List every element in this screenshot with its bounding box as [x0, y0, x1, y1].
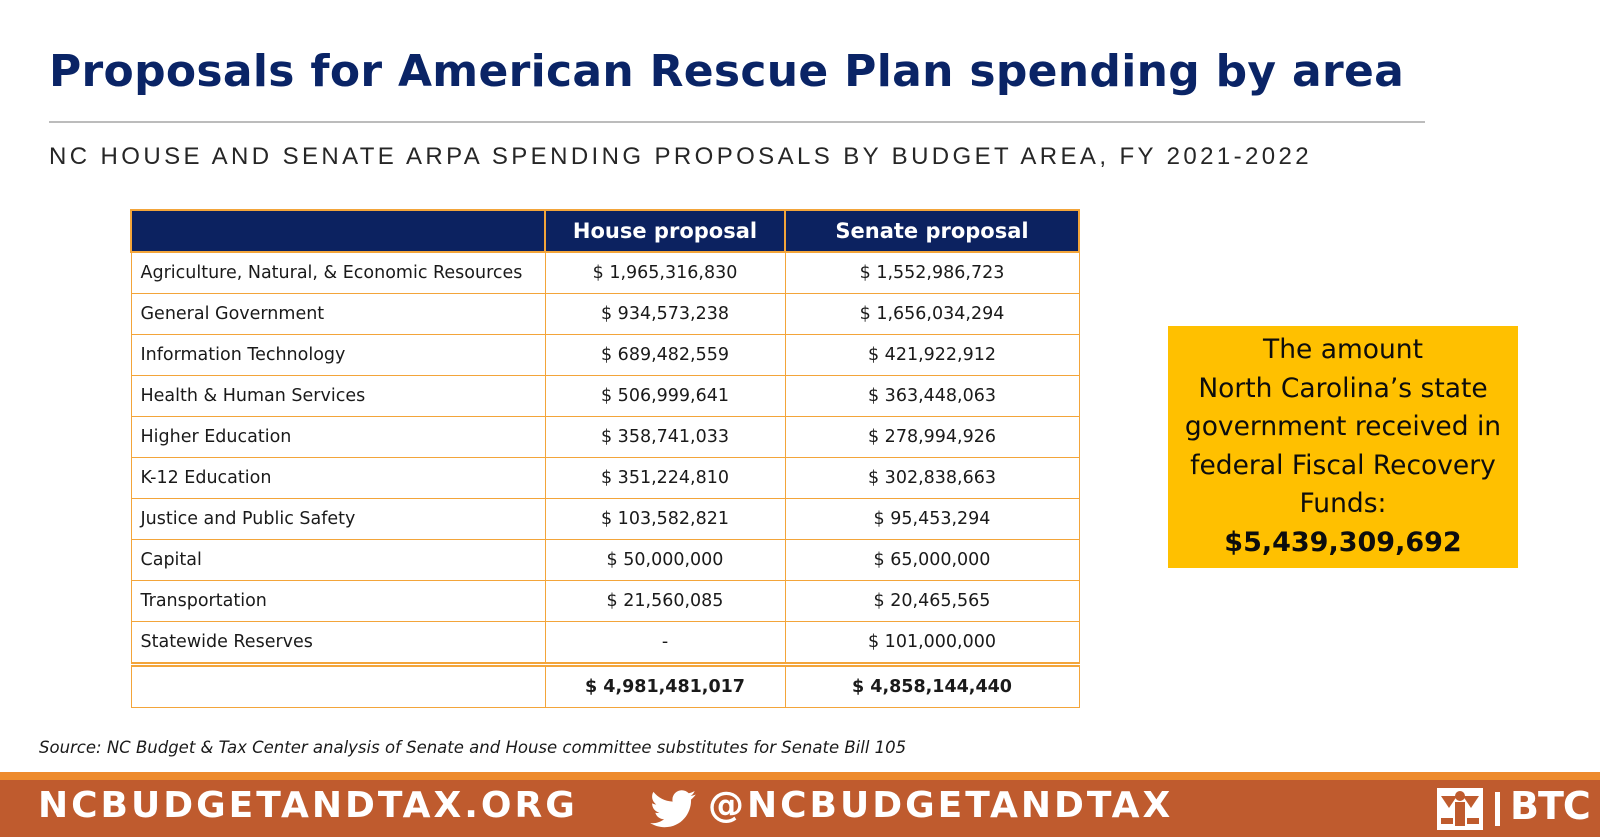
row-house: $ 934,573,238 — [544, 293, 786, 335]
btc-logo-text: BTC — [1510, 784, 1591, 828]
btc-logo-mark-icon — [1437, 788, 1483, 830]
twitter-bird-icon — [650, 790, 696, 828]
callout-line: government received in — [1184, 411, 1502, 442]
row-area: K-12 Education — [130, 457, 546, 499]
callout-amount: $5,439,309,692 — [1224, 526, 1462, 558]
header-senate: Senate proposal — [784, 209, 1080, 253]
total-senate: $ 4,858,144,440 — [784, 662, 1080, 708]
row-area: Health & Human Services — [130, 375, 546, 417]
row-house: $ 506,999,641 — [544, 375, 786, 417]
row-area: Justice and Public Safety — [130, 498, 546, 540]
title-divider — [49, 121, 1425, 123]
row-house: $ 358,741,033 — [544, 416, 786, 458]
row-area: Transportation — [130, 580, 546, 622]
row-senate: $ 1,656,034,294 — [784, 293, 1080, 335]
row-senate: $ 363,448,063 — [784, 375, 1080, 417]
recovery-funds-callout: The amount North Carolina’s state govern… — [1168, 326, 1518, 568]
table-row: Information Technology $ 689,482,559 $ 4… — [130, 334, 1080, 376]
row-senate: $ 101,000,000 — [784, 621, 1080, 665]
table-total-row: $ 4,981,481,017 $ 4,858,144,440 — [130, 662, 1080, 708]
row-senate: $ 95,453,294 — [784, 498, 1080, 540]
row-house: $ 103,582,821 — [544, 498, 786, 540]
footer-twitter-handle[interactable]: @NCBUDGETANDTAX — [708, 785, 1174, 826]
spending-table: House proposal Senate proposal Agricultu… — [130, 209, 1080, 708]
total-area — [130, 662, 546, 708]
footer-bar: NCBUDGETANDTAX.ORG @NCBUDGETANDTAX BTC — [0, 780, 1600, 837]
table-row: Transportation $ 21,560,085 $ 20,465,565 — [130, 580, 1080, 622]
row-senate: $ 20,465,565 — [784, 580, 1080, 622]
row-house: $ 50,000,000 — [544, 539, 786, 581]
table-row: General Government $ 934,573,238 $ 1,656… — [130, 293, 1080, 335]
callout-line: The amount — [1263, 334, 1423, 365]
callout-line: North Carolina’s state — [1198, 372, 1488, 404]
footer-website-link[interactable]: NCBUDGETANDTAX.ORG — [38, 785, 578, 826]
source-note: Source: NC Budget & Tax Center analysis … — [39, 738, 907, 757]
logo-divider — [1495, 792, 1500, 826]
callout-line: Funds: — [1299, 488, 1387, 519]
row-senate: $ 421,922,912 — [784, 334, 1080, 376]
row-senate: $ 65,000,000 — [784, 539, 1080, 581]
row-senate: $ 302,838,663 — [784, 457, 1080, 499]
row-area: Higher Education — [130, 416, 546, 458]
row-house: $ 351,224,810 — [544, 457, 786, 499]
page-title: Proposals for American Rescue Plan spend… — [49, 46, 1405, 97]
table-row: Higher Education $ 358,741,033 $ 278,994… — [130, 416, 1080, 458]
row-house: - — [544, 621, 786, 665]
header-house: House proposal — [544, 209, 786, 253]
page-subtitle: NC HOUSE AND SENATE ARPA SPENDING PROPOS… — [49, 143, 1312, 170]
row-area: Capital — [130, 539, 546, 581]
callout-line: federal Fiscal Recovery — [1190, 449, 1496, 481]
row-area: Statewide Reserves — [130, 621, 546, 665]
table-row: Justice and Public Safety $ 103,582,821 … — [130, 498, 1080, 540]
total-house: $ 4,981,481,017 — [544, 662, 786, 708]
table-row: Statewide Reserves - $ 101,000,000 — [130, 621, 1080, 665]
row-area: Agriculture, Natural, & Economic Resourc… — [130, 251, 546, 294]
table-row: Health & Human Services $ 506,999,641 $ … — [130, 375, 1080, 417]
table-row: Agriculture, Natural, & Economic Resourc… — [130, 251, 1080, 294]
row-senate: $ 278,994,926 — [784, 416, 1080, 458]
row-house: $ 21,560,085 — [544, 580, 786, 622]
row-area: Information Technology — [130, 334, 546, 376]
table-header-row: House proposal Senate proposal — [130, 209, 1080, 253]
footer-accent-stripe — [0, 772, 1600, 780]
row-house: $ 689,482,559 — [544, 334, 786, 376]
header-area — [130, 209, 546, 253]
table-row: K-12 Education $ 351,224,810 $ 302,838,6… — [130, 457, 1080, 499]
row-area: General Government — [130, 293, 546, 335]
row-senate: $ 1,552,986,723 — [784, 251, 1080, 294]
table-row: Capital $ 50,000,000 $ 65,000,000 — [130, 539, 1080, 581]
row-house: $ 1,965,316,830 — [544, 251, 786, 294]
